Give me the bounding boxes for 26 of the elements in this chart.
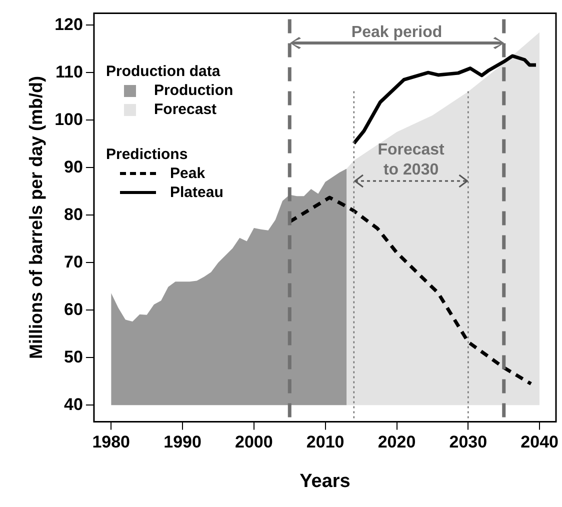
y-tick-label: 80 — [64, 204, 83, 224]
x-tick-label: 2000 — [235, 432, 273, 452]
annotation: Forecast to 2030 — [378, 142, 446, 179]
y-tick-label: 40 — [64, 394, 83, 414]
x-tick-label: 2010 — [306, 432, 344, 452]
y-tick-label: 50 — [64, 347, 83, 366]
y-tick-label: 70 — [64, 252, 83, 272]
legend-label: Plateau — [170, 183, 224, 202]
annotation: Predictions — [106, 145, 189, 164]
x-tick-label: 2020 — [378, 432, 416, 452]
y-tick-label: 120 — [54, 14, 83, 34]
x-axis-title: Years — [300, 470, 350, 492]
y-tick-label: 110 — [56, 62, 83, 82]
x-tick-label: 2030 — [449, 432, 488, 452]
y-tick-label: 100 — [54, 110, 83, 129]
y-tick-label: 90 — [64, 157, 83, 176]
legend-label: Forecast — [154, 100, 217, 119]
legend-label: Production — [154, 81, 234, 100]
x-tick-label: 1980 — [92, 432, 130, 452]
legend-title: Production data — [106, 62, 222, 81]
x-tick-label: 1990 — [164, 432, 202, 452]
y-axis-title: Millions of barrels per day (mb/d) — [26, 76, 46, 360]
legend-label: Peak — [170, 164, 206, 183]
annotation: Peak period — [351, 24, 442, 42]
x-tick-label: 2040 — [520, 432, 558, 452]
y-tick-label: 60 — [64, 300, 83, 319]
